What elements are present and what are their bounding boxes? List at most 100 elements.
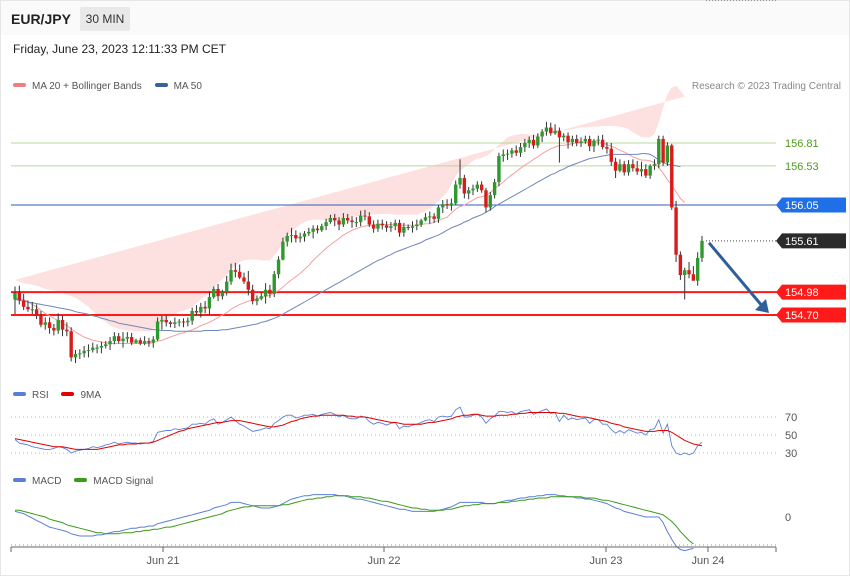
candle-body [39,315,43,325]
candle-body [695,257,700,281]
candle-body [134,340,138,343]
candle-body [618,164,622,171]
candle-body [562,135,566,138]
candle-body [358,215,363,223]
candle-body [13,292,17,300]
candle-body [592,140,596,147]
candle-body [212,288,216,298]
candle-body [173,322,177,324]
candle-body [471,188,475,191]
candle-body [285,235,289,242]
candle-body [99,345,104,348]
candle-body [69,331,73,358]
candle-body [302,233,307,237]
candle-body [406,226,410,228]
candle-body [363,215,367,217]
candle-body [345,217,350,221]
legend-ma50-label: MA 50 [173,81,202,92]
candle-body [510,150,514,154]
candle-body [622,164,626,173]
candle-body [423,217,428,221]
pivot-label: 156.05 [785,200,819,212]
candle-body [605,147,609,149]
target-label: 154.70 [785,310,819,322]
candle-body [587,138,592,147]
forecast-arrow-head [755,299,769,313]
symbol-title: EUR/JPY [11,11,71,27]
candle-body [186,320,190,323]
candle-body [199,306,203,313]
rsi-line [14,406,703,456]
candle-body [462,178,467,194]
candle-body [566,135,570,143]
last-price-label: 155.61 [785,236,819,248]
candle-body [108,341,112,345]
bollinger-band [15,85,685,332]
candle-body [540,131,544,137]
candle-body [250,289,255,302]
candle-body [259,296,263,299]
target-label: 154.98 [785,287,819,299]
candle-body [142,341,147,344]
candle-body [449,203,454,205]
candle-body [242,277,246,282]
macd-tick-label: 0 [785,512,791,524]
candle-body [52,328,56,331]
last-price-tag [776,233,846,249]
candle-body [505,153,510,155]
candle-body [557,130,562,138]
rsi9-line [14,412,703,450]
header-bar [1,1,849,35]
candle-body [583,138,588,142]
candle-body [501,154,505,157]
candle-body [518,147,523,153]
candle-body [678,254,683,276]
candle-body [389,226,393,228]
candle-body [475,184,480,189]
candle-body [190,310,194,321]
main-legend: MA 20 + Bollinger Bands MA 50 [13,81,202,92]
candle-body [639,169,644,172]
candle-body [17,292,22,301]
candle-body [415,224,419,227]
candle-body [276,259,281,275]
candle-body [367,216,372,225]
candle-body [289,235,294,237]
candle-body [657,138,661,165]
candle-body [670,145,674,208]
candle-body [298,236,302,239]
candle-body [328,217,333,223]
candle-body [419,220,423,225]
candle-body [436,207,441,219]
candle-body [380,223,384,226]
candle-body [652,164,657,166]
legend-macd-label: MACD [32,476,62,487]
candle-body [233,270,238,272]
candle-body [315,228,320,231]
candle-body [255,298,259,302]
candle-body [536,136,540,146]
timeframe-button[interactable]: 30 MIN [80,7,130,31]
rsi-tick-label: 50 [785,430,797,442]
candle-body [683,270,687,276]
x-tick-label: Jun 22 [367,555,400,567]
candle-body [82,350,86,354]
rsi-tick-label: 70 [785,412,797,424]
target-tag [776,284,846,300]
candle-body [523,143,527,148]
candle-body [160,319,164,322]
candle-body [21,300,26,307]
legend-ma20-label: MA 20 + Bollinger Bands [32,81,142,92]
candle-body [691,274,696,281]
legend-macd-signal-label: MACD Signal [93,476,154,487]
candle-body [147,341,151,343]
credit-text: Research © 2023 Trading Central [691,81,841,92]
candle-body [428,216,432,218]
macd-line [14,494,694,552]
candle-body [376,223,380,229]
candle-body [484,190,488,208]
timestamp: Friday, June 23, 2023 12:11:33 PM CET [13,42,227,56]
candle-body [514,150,518,153]
rsi-legend: RSI 9MA [13,390,101,401]
ma50-line [14,153,681,332]
